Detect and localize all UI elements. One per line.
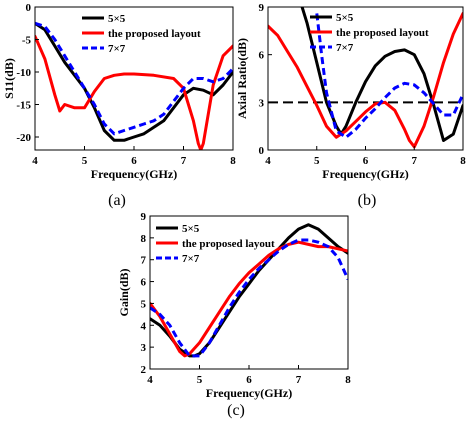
y-tick-label-2-1: 3: [141, 342, 147, 354]
legend-label-1-2: 7×7: [336, 42, 354, 54]
y-tick-label-2-3: 5: [141, 298, 147, 310]
x-tick-label-2-4: 8: [345, 374, 351, 386]
y-axis-label-2: Gain(dB): [117, 268, 131, 316]
series-line-1-2: [315, 13, 463, 139]
series-line-0-1: [35, 34, 233, 150]
x-tick-label-1-1: 5: [314, 155, 320, 167]
y-tick-label-2-2: 4: [141, 320, 147, 332]
y-tick-label-2-0: 2: [141, 364, 147, 376]
y-tick-label-2-5: 7: [141, 255, 147, 267]
x-axis-label-0: Frequency(GHz): [91, 167, 177, 181]
y-tick-label-0-3: -15: [16, 100, 31, 112]
x-tick-label-0-1: 5: [82, 155, 88, 167]
x-tick-label-0-3: 7: [181, 155, 187, 167]
series-line-2-0: [150, 223, 348, 358]
y-tick-label-0-4: -20: [16, 132, 31, 144]
caption-2: (c): [227, 402, 245, 419]
x-tick-label-0-2: 6: [131, 155, 137, 167]
legend-label-1-0: 5×5: [336, 12, 354, 24]
legend-label-2-2: 7×7: [182, 253, 200, 265]
legend-label-0-0: 5×5: [108, 13, 126, 25]
x-tick-label-2-2: 6: [246, 374, 252, 386]
x-axis-label-2: Frequency(GHz): [206, 386, 292, 400]
series-line-2-2: [150, 238, 348, 358]
series-line-1-0: [300, 7, 463, 142]
y-tick-label-1-0: 0: [259, 145, 265, 157]
caption-1: (b): [358, 192, 377, 209]
y-tick-label-2-4: 6: [141, 277, 147, 289]
y-axis-label-1: Axial Ratio(dB): [235, 38, 249, 119]
legend-label-0-2: 7×7: [108, 43, 126, 55]
y-tick-label-0-0: 0: [26, 2, 32, 14]
y-tick-label-1-2: 6: [259, 50, 265, 62]
x-tick-label-2-0: 4: [147, 374, 153, 386]
x-axis-label-1: Frequency(GHz): [322, 167, 408, 181]
legend-label-0-1: the proposed layout: [108, 28, 201, 40]
x-tick-label-1-3: 7: [412, 155, 418, 167]
y-tick-label-0-1: -5: [22, 35, 32, 47]
x-tick-label-2-3: 7: [296, 374, 302, 386]
series-line-0-2: [35, 21, 233, 136]
legend-label-2-0: 5×5: [182, 223, 200, 235]
x-tick-label-1-2: 6: [363, 155, 369, 167]
x-tick-label-0-0: 4: [32, 155, 38, 167]
y-axis-label-0: S11(dB): [2, 58, 16, 99]
series-line-2-1: [150, 240, 348, 358]
series-line-1-1: [268, 11, 463, 149]
caption-0: (a): [108, 192, 126, 209]
x-tick-label-2-1: 5: [197, 374, 203, 386]
x-tick-label-1-4: 8: [460, 155, 466, 167]
y-tick-label-0-2: -10: [16, 67, 31, 79]
y-tick-label-1-1: 3: [259, 97, 265, 109]
legend-label-1-1: the proposed layout: [336, 27, 429, 39]
series-line-0-0: [35, 21, 233, 142]
y-tick-label-1-3: 9: [259, 2, 265, 14]
y-tick-label-2-7: 9: [141, 211, 147, 223]
x-tick-label-1-0: 4: [265, 155, 271, 167]
x-tick-label-0-4: 8: [230, 155, 236, 167]
legend-label-2-1: the proposed layout: [182, 238, 275, 250]
y-tick-label-2-6: 8: [141, 233, 147, 245]
